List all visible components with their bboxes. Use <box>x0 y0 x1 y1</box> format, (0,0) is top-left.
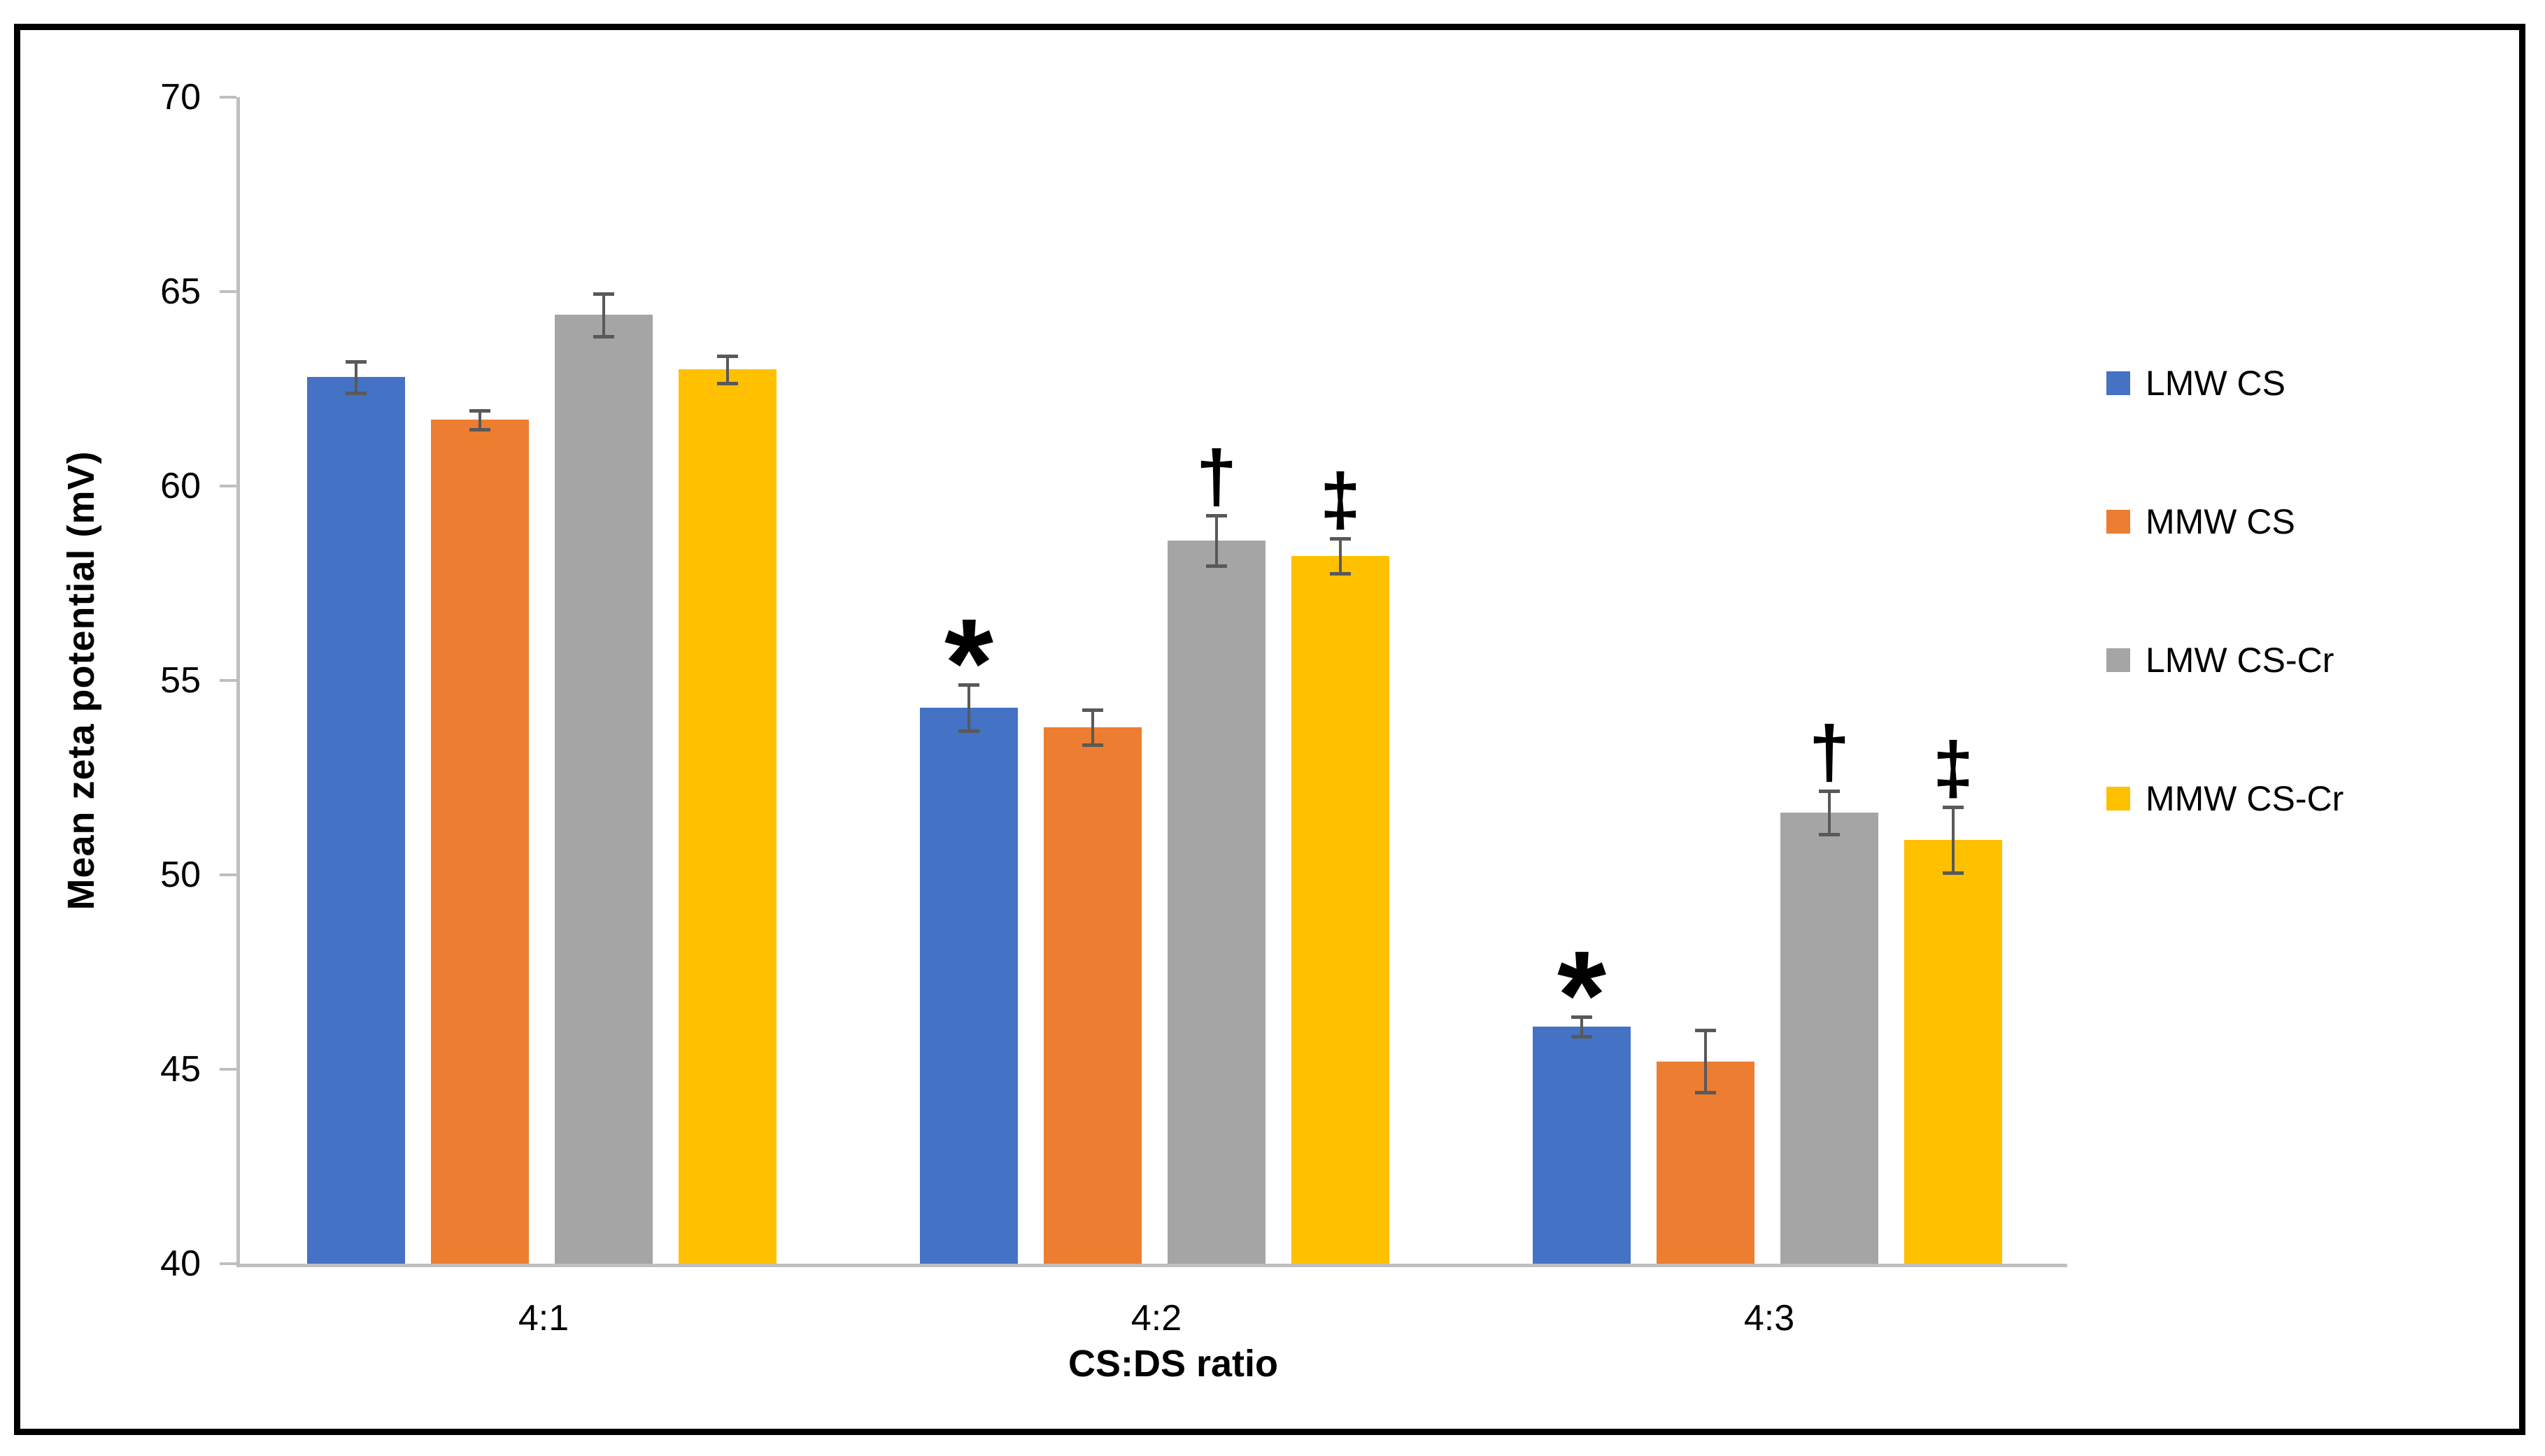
bar-mmw-cs-cr-4-3 <box>1904 839 2002 1264</box>
bar-mmw-cs-4-2 <box>1044 727 1142 1264</box>
y-axis-tick <box>220 679 236 682</box>
legend-swatch-mmw-cs <box>2106 510 2130 534</box>
error-bar-cap-bottom <box>1943 871 1964 876</box>
legend-entry: LMW CS <box>2106 362 2470 404</box>
bar-lmw-cs-4-1 <box>307 377 405 1264</box>
error-bar <box>967 684 970 731</box>
y-axis-tick <box>220 485 236 487</box>
significance-dagger: † <box>1808 711 1850 794</box>
error-bar-cap-bottom <box>717 381 738 385</box>
legend-entry: MMW CS-Cr <box>2106 778 2470 820</box>
legend-label: LMW CS-Cr <box>2146 641 2334 680</box>
error-bar-cap-bottom <box>1330 572 1351 576</box>
y-tick-label: 50 <box>160 855 201 895</box>
y-tick-label: 40 <box>160 1243 201 1284</box>
x-category-label: 4:3 <box>1743 1298 1795 1339</box>
error-bar-cap-bottom <box>958 729 979 734</box>
error-bar-cap-top <box>1943 805 1964 809</box>
error-bar <box>1215 515 1218 566</box>
error-bar-cap-top <box>1695 1029 1716 1033</box>
error-bar <box>1580 1016 1583 1036</box>
y-tick-label: 65 <box>160 271 201 312</box>
bar-mmw-cs-4-1 <box>431 420 529 1264</box>
error-bar-cap-bottom <box>1206 564 1227 568</box>
legend-entry: LMW CS-Cr <box>2106 639 2470 681</box>
error-bar <box>726 355 729 383</box>
error-bar <box>1091 709 1094 745</box>
y-tick-label: 45 <box>160 1049 201 1090</box>
bar-lmw-cs-cr-4-2 <box>1168 540 1266 1264</box>
bar-mmw-cs-cr-4-1 <box>679 369 777 1264</box>
bar-lmw-cs-cr-4-1 <box>555 315 653 1264</box>
y-axis-tick <box>220 290 236 293</box>
x-category-label: 4:1 <box>518 1298 569 1339</box>
error-bar-cap-bottom <box>593 334 614 338</box>
bar-mmw-cs-4-3 <box>1657 1061 1754 1264</box>
significance-dagger: † <box>1196 435 1238 518</box>
bar-mmw-cs-cr-4-2 <box>1291 556 1389 1264</box>
x-category-label: 4:2 <box>1130 1298 1182 1339</box>
error-bar-cap-bottom <box>1695 1091 1716 1095</box>
bar-lmw-cs-4-2 <box>920 707 1018 1264</box>
y-axis-tick <box>220 96 236 99</box>
error-bar-cap-top <box>593 292 614 296</box>
error-bar-cap-bottom <box>1082 743 1103 747</box>
y-axis-tick <box>220 1068 236 1071</box>
error-bar <box>1704 1030 1707 1093</box>
error-bar-cap-bottom <box>1819 832 1840 836</box>
error-bar-cap-bottom <box>469 428 490 432</box>
significance-dagger: ‡ <box>1319 459 1361 541</box>
error-bar <box>355 362 357 393</box>
significance-dagger: ‡ <box>1932 727 1974 809</box>
y-tick-label: 70 <box>160 77 201 117</box>
legend-label: MMW CS <box>2146 502 2295 541</box>
error-bar-cap-top <box>1330 537 1351 541</box>
error-bar-cap-top <box>346 360 367 364</box>
significance-star: * <box>944 592 994 734</box>
chart-figure: Mean zeta potential (mV) CS:DS ratio 40 4… <box>14 24 2525 1435</box>
error-bar-cap-top <box>958 683 979 687</box>
y-axis-tick <box>220 873 236 876</box>
error-bar-cap-top <box>1206 513 1227 518</box>
error-bar-cap-top <box>717 354 738 358</box>
legend-swatch-lmw-cs <box>2106 371 2130 395</box>
error-bar <box>1828 791 1831 834</box>
error-bar-cap-top <box>1571 1015 1592 1019</box>
significance-star: * <box>1557 925 1607 1066</box>
bar-lmw-cs-4-3 <box>1533 1026 1631 1264</box>
x-axis-line <box>239 1264 2067 1267</box>
error-bar <box>478 410 481 430</box>
legend-swatch-lmw-cs-cr <box>2106 648 2130 672</box>
x-axis-title: CS:DS ratio <box>1068 1343 1279 1385</box>
error-bar-cap-bottom <box>346 391 367 395</box>
y-tick-label: 60 <box>160 466 201 506</box>
error-bar-cap-top <box>1819 790 1840 794</box>
legend-label: LMW CS <box>2146 364 2285 403</box>
legend-entry: MMW CS <box>2106 501 2470 543</box>
error-bar <box>1952 806 1955 873</box>
y-tick-label: 55 <box>160 660 201 701</box>
error-bar-cap-bottom <box>1571 1034 1592 1039</box>
error-bar <box>602 293 605 336</box>
y-axis-tick <box>220 1262 236 1265</box>
bar-lmw-cs-cr-4-3 <box>1780 813 1878 1264</box>
legend-label: MMW CS-Cr <box>2146 779 2344 818</box>
plot-area: Mean zeta potential (mV) CS:DS ratio 40 4… <box>20 30 2519 1429</box>
legend-swatch-mmw-cs-cr <box>2106 787 2130 811</box>
error-bar-cap-top <box>1082 708 1103 712</box>
error-bar-cap-top <box>469 408 490 413</box>
error-bar <box>1339 538 1342 574</box>
y-axis-line <box>236 97 240 1267</box>
